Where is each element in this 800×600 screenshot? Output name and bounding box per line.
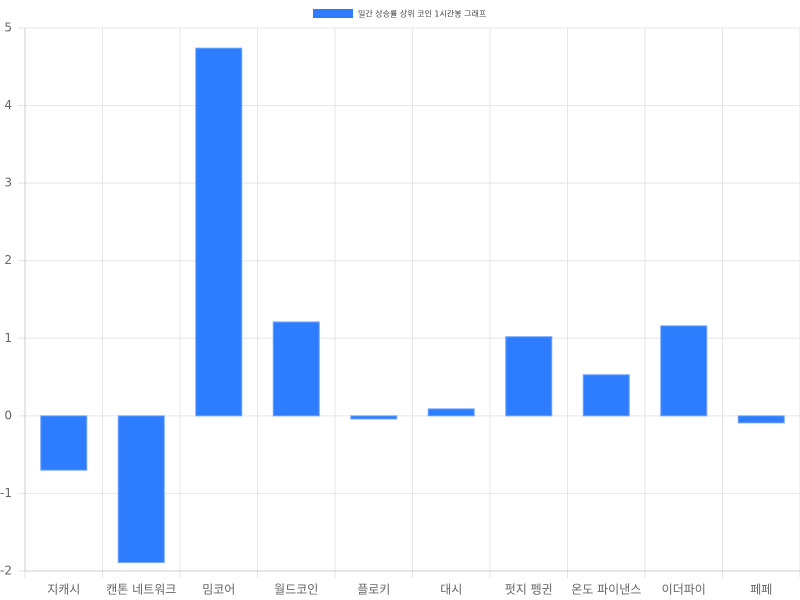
y-tick-label: -1 [0, 486, 12, 500]
bar [660, 325, 708, 417]
bar [582, 374, 630, 417]
bar [427, 408, 475, 417]
x-tick-label: 월드코인 [274, 583, 318, 597]
legend-label: 일간 상승률 상위 코인 1시간봉 그래프 [358, 9, 486, 19]
legend-swatch [313, 9, 353, 18]
x-tick-label: 펏지 펭귄 [505, 583, 553, 597]
y-tick-label: 3 [4, 176, 12, 190]
y-tick-label: -2 [0, 564, 12, 578]
x-tick-label: 페페 [750, 583, 772, 597]
bar [195, 47, 243, 417]
bar [505, 336, 553, 417]
bar [117, 415, 165, 563]
x-tick-label: 캔톤 네트워크 [106, 583, 176, 597]
x-tick-label: 이더파이 [662, 583, 706, 597]
y-tick-label: 4 [4, 98, 12, 112]
x-tick-label: 지캐시 [47, 583, 80, 597]
x-tick-label: 온도 파이낸스 [571, 583, 641, 597]
x-tick-label: 밈코어 [202, 583, 235, 597]
y-tick-label: 1 [4, 331, 12, 345]
bar [272, 321, 320, 417]
bar [350, 415, 398, 420]
y-tick-label: 5 [4, 21, 12, 35]
x-tick-label: 플로키 [357, 583, 390, 597]
y-tick-label: 0 [4, 408, 12, 422]
y-tick-label: 2 [4, 253, 12, 267]
bar [40, 415, 88, 471]
x-tick-label: 대시 [440, 583, 462, 597]
bar [737, 415, 785, 424]
